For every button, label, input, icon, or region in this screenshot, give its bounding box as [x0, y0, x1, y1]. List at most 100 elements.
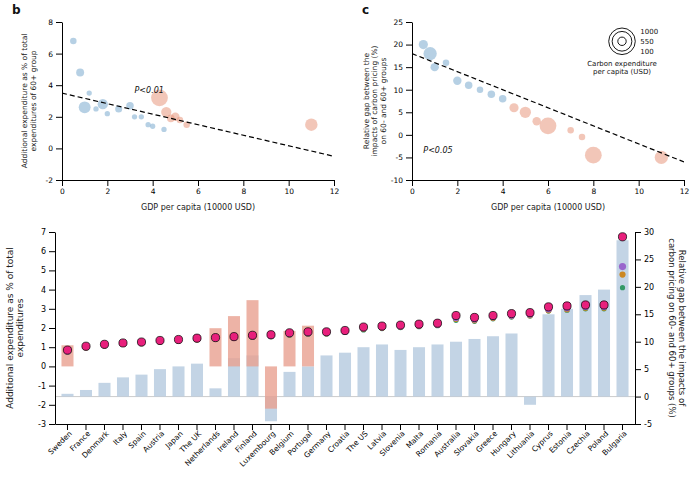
bar	[598, 290, 610, 397]
tick: Sweden	[46, 424, 73, 456]
dot	[433, 319, 441, 327]
dot	[415, 320, 423, 328]
text-line: per capita (USD)	[593, 68, 651, 76]
tick-label: Denmark	[80, 429, 111, 460]
tick-label: -10	[391, 176, 403, 185]
bar-series	[61, 300, 314, 408]
tick: 2	[455, 180, 460, 196]
bubble	[70, 38, 77, 45]
bar	[98, 383, 110, 397]
tick-mark	[635, 287, 641, 288]
tick-label: 6	[196, 187, 201, 196]
tick: 7	[41, 228, 55, 237]
axis-line	[412, 23, 413, 181]
dot	[452, 311, 460, 319]
tick-mark	[243, 180, 244, 186]
plot-area	[412, 40, 684, 164]
dot-series	[64, 272, 625, 355]
tick-label: 20	[644, 283, 654, 292]
tick-mark	[49, 366, 55, 367]
dot	[193, 335, 200, 342]
bar	[320, 366, 332, 367]
tick-label: 12	[330, 187, 340, 196]
bar	[616, 240, 628, 396]
bar	[80, 366, 92, 367]
bubble	[139, 114, 144, 119]
tick-mark	[56, 148, 62, 149]
tick-mark	[153, 180, 154, 186]
tick-mark	[406, 157, 412, 158]
bar	[616, 366, 628, 367]
bubble-series	[151, 89, 317, 130]
bar	[413, 347, 425, 396]
bar	[61, 394, 73, 397]
tick-label: 6	[41, 247, 46, 256]
bubble	[423, 47, 436, 60]
axis-line	[635, 233, 636, 425]
text-line: Carbon expenditure	[587, 60, 657, 68]
tick: Slovakia	[452, 424, 481, 458]
y-axis-title: Relative gap between theimpacts of carbo…	[362, 45, 388, 156]
bubble-series	[70, 38, 167, 132]
tick: -5	[635, 420, 652, 429]
bar	[209, 328, 221, 366]
tick: Austria	[141, 424, 166, 454]
tick-label: -5	[396, 153, 404, 162]
dot	[248, 331, 256, 339]
tick-mark	[635, 369, 641, 370]
tick-mark	[406, 112, 412, 113]
bar	[450, 366, 462, 367]
bar	[283, 372, 295, 397]
x-axis-title: GDP per capita (10000 USD)	[141, 203, 255, 212]
tick-mark	[198, 180, 199, 186]
size-legend-circle	[609, 28, 636, 55]
y-axis-title: Additional expenditure as % of totalexpe…	[20, 34, 38, 169]
tick: 0	[398, 131, 412, 140]
annotation: P<0.05	[423, 146, 452, 155]
text-line: Relative gap between the impacts of	[677, 250, 687, 407]
tick-mark	[49, 424, 55, 425]
bar	[357, 366, 369, 367]
tick-label: 12	[680, 187, 690, 196]
bar	[487, 366, 499, 367]
bar	[191, 366, 203, 367]
dot	[619, 263, 626, 270]
tick-mark	[49, 328, 55, 329]
dot	[119, 339, 127, 347]
tick: Lithuania	[505, 424, 536, 460]
tick: 6	[48, 50, 62, 59]
tick-label: 8	[48, 18, 53, 27]
tick-label: -1	[38, 382, 46, 391]
tick-mark	[635, 232, 641, 233]
bar	[228, 316, 240, 366]
chart-root: 024681012-202468GDP per capita (10000 US…	[0, 0, 700, 480]
dot	[137, 338, 145, 346]
bar	[413, 366, 425, 367]
tick: Germany	[302, 424, 333, 460]
dot	[359, 323, 367, 331]
tick-label: 0	[48, 144, 53, 153]
tick-label: 25	[644, 255, 654, 264]
panel-title: b	[12, 3, 21, 17]
tick-mark	[635, 424, 641, 425]
tick: -2	[46, 176, 62, 185]
plot-area	[55, 233, 635, 422]
tick-label: 3	[41, 305, 46, 314]
tick: 6	[196, 180, 201, 196]
tick: 20	[393, 40, 412, 49]
bar	[561, 366, 573, 367]
bar	[431, 344, 443, 396]
bar	[561, 309, 573, 397]
bar	[61, 345, 73, 366]
bubble	[453, 76, 461, 84]
annotation: P<0.01	[135, 86, 164, 95]
dot	[470, 313, 478, 321]
bar	[246, 300, 258, 366]
tick: -5	[396, 153, 412, 162]
bar	[542, 366, 554, 367]
bubble	[585, 147, 602, 164]
dot	[100, 340, 108, 348]
dot	[285, 329, 293, 337]
tick-mark	[684, 180, 685, 186]
bubble	[161, 127, 166, 132]
